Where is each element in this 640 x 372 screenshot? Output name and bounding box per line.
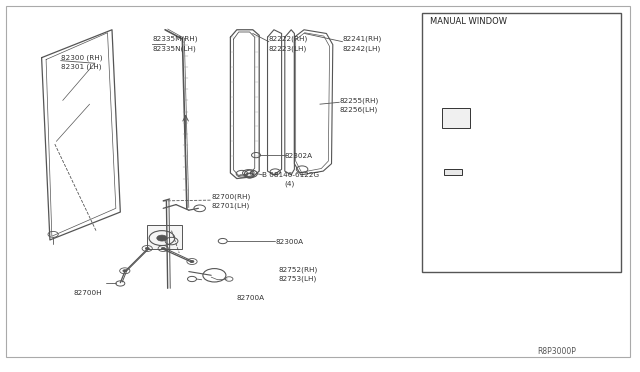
Text: 82700(RH): 82700(RH) [211, 194, 250, 201]
Text: 82701(LH): 82701(LH) [211, 202, 250, 209]
Text: 82242(LH): 82242(LH) [342, 45, 381, 52]
Text: 82700A: 82700A [237, 295, 265, 301]
Text: B 08146-6122G: B 08146-6122G [262, 172, 319, 178]
Text: 82301 (LH): 82301 (LH) [61, 64, 101, 70]
Text: 82335M(RH): 82335M(RH) [152, 36, 198, 42]
Text: 82302A: 82302A [285, 153, 313, 159]
Text: 82300 (RH): 82300 (RH) [61, 54, 102, 61]
Text: 82700 (RH): 82700 (RH) [480, 131, 522, 137]
Text: 82256(LH): 82256(LH) [339, 106, 378, 113]
Text: 82255(RH): 82255(RH) [339, 97, 378, 104]
Text: 82700H: 82700H [74, 290, 102, 296]
Circle shape [448, 118, 456, 122]
Text: 82223(LH): 82223(LH) [269, 45, 307, 52]
Text: B: B [249, 171, 253, 176]
Text: 82241(RH): 82241(RH) [342, 36, 381, 42]
Text: 82753(LH): 82753(LH) [278, 275, 317, 282]
Text: 82760: 82760 [492, 249, 515, 255]
Text: 82222(RH): 82222(RH) [269, 36, 308, 42]
Circle shape [190, 260, 194, 263]
Bar [422, 13, 621, 272]
Bar [444, 169, 462, 175]
Bar [442, 108, 470, 128]
Text: 82763: 82763 [464, 179, 487, 185]
Bar [147, 225, 182, 249]
Circle shape [145, 247, 149, 250]
Circle shape [161, 247, 165, 250]
Text: 82300A: 82300A [275, 239, 303, 245]
Circle shape [157, 235, 167, 241]
Text: 82752(RH): 82752(RH) [278, 266, 317, 273]
Text: R8P3000P: R8P3000P [538, 347, 577, 356]
Text: 82335N(LH): 82335N(LH) [152, 45, 196, 52]
Circle shape [123, 270, 127, 272]
Text: 82701 (LH): 82701 (LH) [480, 139, 520, 146]
Text: MANUAL WINDOW: MANUAL WINDOW [430, 17, 507, 26]
Text: (4): (4) [285, 180, 295, 187]
